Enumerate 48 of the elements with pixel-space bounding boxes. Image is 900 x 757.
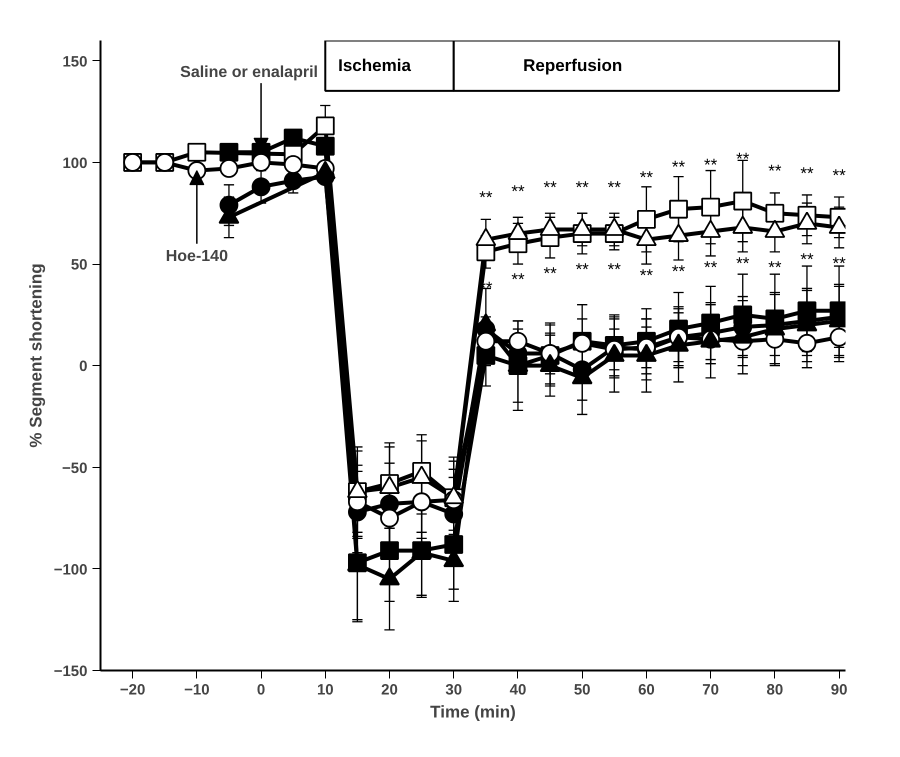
annotation: ** bbox=[543, 178, 558, 197]
x-tick-label: 80 bbox=[766, 682, 784, 698]
annotation: ** bbox=[800, 164, 814, 183]
annotation: ** bbox=[608, 260, 622, 280]
annotation: ** bbox=[576, 178, 590, 197]
annotation: ** bbox=[704, 156, 718, 175]
y-tick-label: 0 bbox=[79, 358, 88, 376]
annotation: Saline or enalapril bbox=[180, 64, 318, 82]
annotation: ** bbox=[511, 182, 525, 202]
x-tick-label: 10 bbox=[316, 682, 334, 698]
x-tick-label: 50 bbox=[574, 682, 591, 698]
y-axis-title: % Segment shortening bbox=[26, 263, 46, 448]
band-label: Ischemia bbox=[338, 56, 412, 76]
x-tick-label: 90 bbox=[830, 682, 848, 698]
x-tick-label: 20 bbox=[381, 682, 398, 698]
annotation: ** bbox=[640, 266, 654, 286]
annotation: Hoe-140 bbox=[166, 248, 228, 265]
x-tick-label: 30 bbox=[445, 682, 462, 698]
x-tick-label: 70 bbox=[702, 682, 719, 698]
annotation: ** bbox=[511, 270, 525, 290]
x-axis-title: Time (min) bbox=[430, 702, 516, 722]
annotation: ** bbox=[736, 254, 750, 273]
annotation: ** bbox=[576, 260, 590, 280]
annotation: ** bbox=[768, 258, 782, 278]
annotation: ** bbox=[768, 162, 782, 181]
annotation: ** bbox=[832, 254, 846, 273]
x-tick-label: −20 bbox=[120, 682, 146, 698]
y-tick-label: −150 bbox=[54, 663, 88, 680]
y-tick-label: 100 bbox=[62, 154, 88, 172]
y-tick-label: −100 bbox=[54, 561, 88, 578]
y-tick-label: 50 bbox=[70, 256, 88, 274]
annotation: ** bbox=[672, 158, 686, 177]
annotation: ** bbox=[832, 166, 846, 185]
band-label: Reperfusion bbox=[523, 56, 622, 76]
x-tick-label: 0 bbox=[256, 682, 266, 698]
x-tick-label: 60 bbox=[638, 682, 655, 698]
annotation: ** bbox=[608, 178, 622, 197]
annotation: ** bbox=[640, 168, 654, 187]
annotation: ** bbox=[800, 250, 814, 269]
x-tick-label: 40 bbox=[510, 682, 526, 698]
x-tick-label: −10 bbox=[184, 682, 210, 698]
annotation: ** bbox=[704, 258, 718, 278]
annotation: ** bbox=[479, 188, 493, 208]
annotation: ** bbox=[736, 150, 750, 169]
annotation: ** bbox=[672, 262, 686, 282]
y-tick-label: −50 bbox=[62, 460, 88, 477]
y-tick-label: 150 bbox=[62, 53, 88, 70]
annotation: ** bbox=[543, 264, 558, 284]
